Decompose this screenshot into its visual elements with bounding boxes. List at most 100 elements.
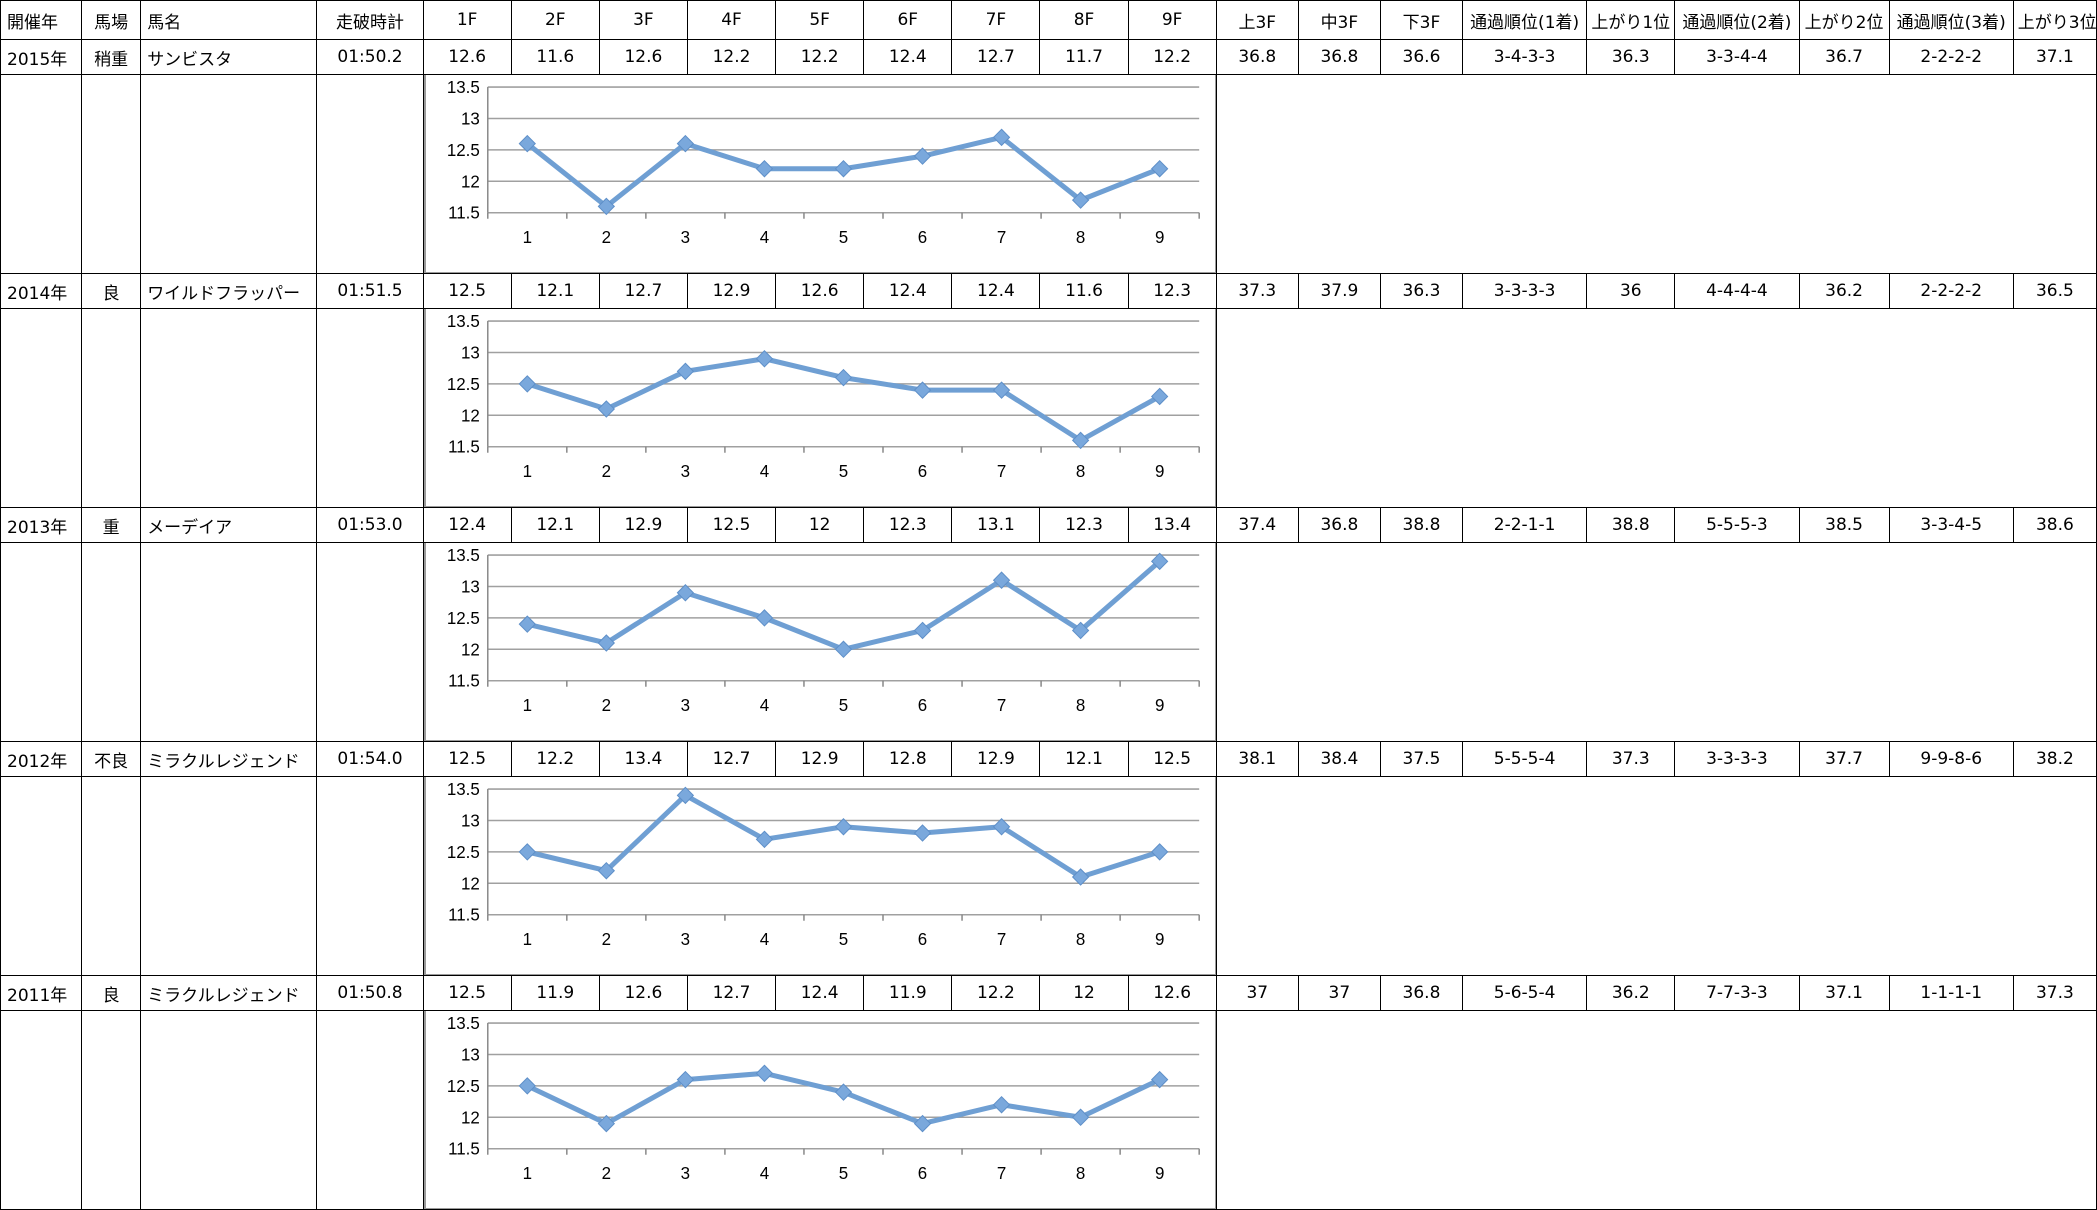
year-cell[interactable]: 2012年 — [0, 741, 83, 777]
lap-time-cell[interactable]: 12.6 — [598, 975, 688, 1011]
lap-time-cell[interactable]: 12.9 — [686, 273, 777, 309]
empty-cell[interactable] — [0, 776, 83, 976]
lap-time-cell[interactable]: 12.9 — [775, 741, 865, 777]
year-cell[interactable]: 2014年 — [0, 273, 83, 309]
last-3f-cell[interactable]: 36.3 — [1586, 39, 1676, 75]
section-3f-cell[interactable]: 36.8 — [1297, 507, 1381, 543]
empty-cell[interactable] — [316, 1010, 424, 1210]
last-3f-cell[interactable]: 37.1 — [1798, 975, 1890, 1011]
lap-time-cell[interactable]: 12.3 — [863, 507, 953, 543]
header-cell[interactable]: 上がり1位 — [1586, 0, 1676, 40]
last-3f-cell[interactable]: 36.2 — [1798, 273, 1890, 309]
passing-order-cell[interactable]: 5-6-5-4 — [1462, 975, 1588, 1011]
track-condition-cell[interactable]: 稍重 — [81, 39, 142, 75]
track-condition-cell[interactable]: 良 — [81, 975, 142, 1011]
last-3f-cell[interactable]: 36.7 — [1798, 39, 1890, 75]
empty-cell[interactable] — [0, 74, 83, 274]
horse-name-cell[interactable]: ミラクルレジェンド — [140, 975, 318, 1011]
lap-time-cell[interactable]: 12.7 — [598, 273, 688, 309]
race-time-cell[interactable]: 01:54.0 — [316, 741, 424, 777]
track-condition-cell[interactable]: 良 — [81, 273, 142, 309]
lap-time-cell[interactable]: 12.2 — [1127, 39, 1217, 75]
lap-time-cell[interactable]: 13.4 — [1127, 507, 1217, 543]
race-time-cell[interactable]: 01:50.8 — [316, 975, 424, 1011]
passing-order-cell[interactable]: 3-4-3-3 — [1462, 39, 1588, 75]
lap-time-cell[interactable]: 12.2 — [686, 39, 777, 75]
last-3f-cell[interactable]: 38.6 — [2012, 507, 2097, 543]
passing-order-cell[interactable]: 5-5-5-3 — [1674, 507, 1800, 543]
header-cell[interactable]: 馬場 — [81, 0, 142, 40]
section-3f-cell[interactable]: 36.6 — [1379, 39, 1464, 75]
year-cell[interactable]: 2013年 — [0, 507, 83, 543]
lap-time-cell[interactable]: 12.1 — [1039, 741, 1129, 777]
header-cell[interactable]: 開催年 — [0, 0, 83, 40]
header-cell[interactable]: 馬名 — [140, 0, 318, 40]
lap-time-cell[interactable]: 12.5 — [422, 975, 512, 1011]
lap-time-cell[interactable]: 12.6 — [422, 39, 512, 75]
lap-time-cell[interactable]: 12.6 — [775, 273, 865, 309]
lap-time-cell[interactable]: 12.4 — [422, 507, 512, 543]
lap-time-cell[interactable]: 12.1 — [510, 273, 600, 309]
last-3f-cell[interactable]: 36 — [1586, 273, 1676, 309]
lap-time-cell[interactable]: 12.8 — [863, 741, 953, 777]
lap-time-cell[interactable]: 11.6 — [1039, 273, 1129, 309]
lap-time-cell[interactable]: 12.3 — [1039, 507, 1129, 543]
empty-cell[interactable] — [0, 1010, 83, 1210]
passing-order-cell[interactable]: 9-9-8-6 — [1888, 741, 2014, 777]
header-cell[interactable]: 通過順位(2着) — [1674, 0, 1800, 40]
section-3f-cell[interactable]: 38.8 — [1379, 507, 1464, 543]
last-3f-cell[interactable]: 37.3 — [1586, 741, 1676, 777]
header-cell[interactable]: 7F — [951, 0, 1041, 40]
header-cell[interactable]: 上がり3位 — [2012, 0, 2097, 40]
lap-time-cell[interactable]: 12.7 — [686, 741, 777, 777]
empty-cell[interactable] — [81, 776, 142, 976]
last-3f-cell[interactable]: 37.3 — [2012, 975, 2097, 1011]
empty-cell[interactable] — [81, 308, 142, 508]
header-cell[interactable]: 上3F — [1215, 0, 1299, 40]
header-cell[interactable]: 8F — [1039, 0, 1129, 40]
header-cell[interactable]: 1F — [422, 0, 512, 40]
lap-time-cell[interactable]: 12.9 — [951, 741, 1041, 777]
lap-time-cell[interactable]: 12.4 — [863, 273, 953, 309]
header-cell[interactable]: 通過順位(1着) — [1462, 0, 1588, 40]
section-3f-cell[interactable]: 37.5 — [1379, 741, 1464, 777]
year-cell[interactable]: 2015年 — [0, 39, 83, 75]
empty-cell[interactable] — [316, 776, 424, 976]
last-3f-cell[interactable]: 38.5 — [1798, 507, 1890, 543]
section-3f-cell[interactable]: 38.4 — [1297, 741, 1381, 777]
passing-order-cell[interactable]: 3-3-4-5 — [1888, 507, 2014, 543]
header-cell[interactable]: 2F — [510, 0, 600, 40]
header-cell[interactable]: 4F — [686, 0, 777, 40]
last-3f-cell[interactable]: 36.2 — [1586, 975, 1676, 1011]
lap-time-cell[interactable]: 12 — [775, 507, 865, 543]
passing-order-cell[interactable]: 5-5-5-4 — [1462, 741, 1588, 777]
lap-time-cell[interactable]: 12.6 — [1127, 975, 1217, 1011]
empty-cell[interactable] — [0, 308, 83, 508]
lap-time-cell[interactable]: 12.2 — [951, 975, 1041, 1011]
empty-cell[interactable] — [140, 542, 318, 742]
lap-time-cell[interactable]: 11.9 — [863, 975, 953, 1011]
last-3f-cell[interactable]: 38.2 — [2012, 741, 2097, 777]
header-cell[interactable]: 下3F — [1379, 0, 1464, 40]
passing-order-cell[interactable]: 2-2-1-1 — [1462, 507, 1588, 543]
section-3f-cell[interactable]: 36.8 — [1215, 39, 1299, 75]
header-cell[interactable]: 5F — [775, 0, 865, 40]
horse-name-cell[interactable]: サンビスタ — [140, 39, 318, 75]
lap-time-cell[interactable]: 12.7 — [951, 39, 1041, 75]
empty-cell[interactable] — [316, 74, 424, 274]
empty-cell[interactable] — [316, 542, 424, 742]
lap-time-cell[interactable]: 12.7 — [686, 975, 777, 1011]
last-3f-cell[interactable]: 37.7 — [1798, 741, 1890, 777]
section-3f-cell[interactable]: 38.1 — [1215, 741, 1299, 777]
empty-cell[interactable] — [81, 74, 142, 274]
lap-time-cell[interactable]: 12.5 — [686, 507, 777, 543]
section-3f-cell[interactable]: 37 — [1297, 975, 1381, 1011]
header-cell[interactable]: 上がり2位 — [1798, 0, 1890, 40]
lap-time-cell[interactable]: 11.6 — [510, 39, 600, 75]
horse-name-cell[interactable]: ワイルドフラッパー — [140, 273, 318, 309]
lap-time-cell[interactable]: 12.2 — [775, 39, 865, 75]
race-time-cell[interactable]: 01:50.2 — [316, 39, 424, 75]
header-cell[interactable]: 3F — [598, 0, 688, 40]
last-3f-cell[interactable]: 36.5 — [2012, 273, 2097, 309]
passing-order-cell[interactable]: 3-3-3-3 — [1674, 741, 1800, 777]
